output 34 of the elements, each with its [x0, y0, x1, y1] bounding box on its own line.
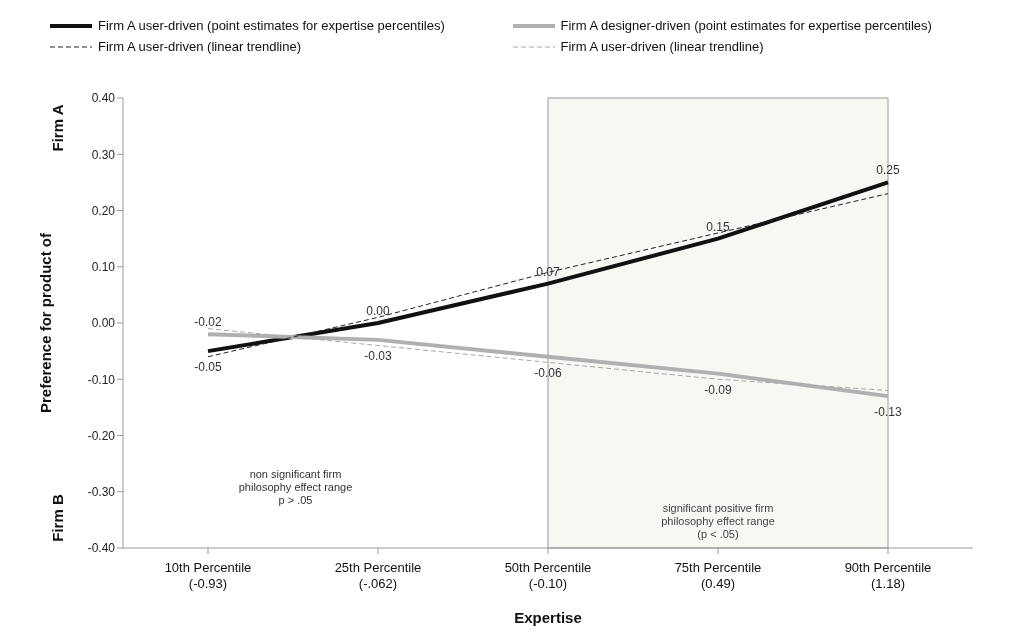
data-label: -0.05 — [194, 360, 222, 375]
data-label: -0.06 — [534, 365, 562, 380]
data-label: -0.13 — [874, 405, 902, 420]
legend-label: Firm A designer-driven (point estimates for expertise percentiles) — [559, 18, 933, 33]
x-tick-label: 90th Percentile (1.18) — [844, 560, 932, 591]
text: Firm A — [49, 104, 67, 152]
text: Firm B — [49, 494, 67, 542]
y-tick-label: 0.10 — [91, 260, 116, 275]
legend-label: Firm A user-driven (linear trendline) — [97, 39, 303, 54]
y-tick-label: 0.30 — [91, 147, 116, 162]
y-tick-label: -0.30 — [87, 485, 116, 500]
x-axis-title: Expertise — [514, 609, 582, 626]
legend-label: Firm A user-driven (point estimates for expertise percentiles) — [97, 18, 446, 33]
data-label: -0.02 — [194, 315, 222, 330]
annotation: non significant firm philosophy effect range p > .05 — [238, 468, 353, 508]
data-label: 0.15 — [706, 219, 730, 234]
data-label: -0.09 — [704, 382, 732, 397]
x-tick-label: 75th Percentile (0.49) — [674, 560, 762, 591]
data-label: 0.07 — [536, 264, 560, 279]
y-tick-label: 0.20 — [91, 203, 116, 218]
y-tick-label: -0.10 — [87, 372, 116, 387]
data-label: 0.00 — [366, 304, 390, 318]
x-tick-label: 25th Percentile (-.062) — [334, 560, 422, 591]
data-label: 0.25 — [876, 163, 900, 178]
legend-label: Firm A user-driven (linear trendline) — [559, 39, 765, 54]
x-tick-label: 50th Percentile (-0.10) — [504, 560, 592, 591]
y-tick-label: -0.20 — [87, 428, 116, 443]
y-tick-label: -0.40 — [87, 541, 116, 556]
y-tick-label: 0.40 — [91, 91, 116, 106]
y-axis-title: Preference for product of — [37, 231, 55, 414]
data-label: -0.03 — [364, 348, 392, 363]
y-tick-label: 0.00 — [91, 316, 116, 331]
x-tick-label: 10th Percentile (-0.93) — [164, 560, 252, 591]
band-label: significant positive firm philosophy effect range (p < .05) — [661, 502, 775, 541]
